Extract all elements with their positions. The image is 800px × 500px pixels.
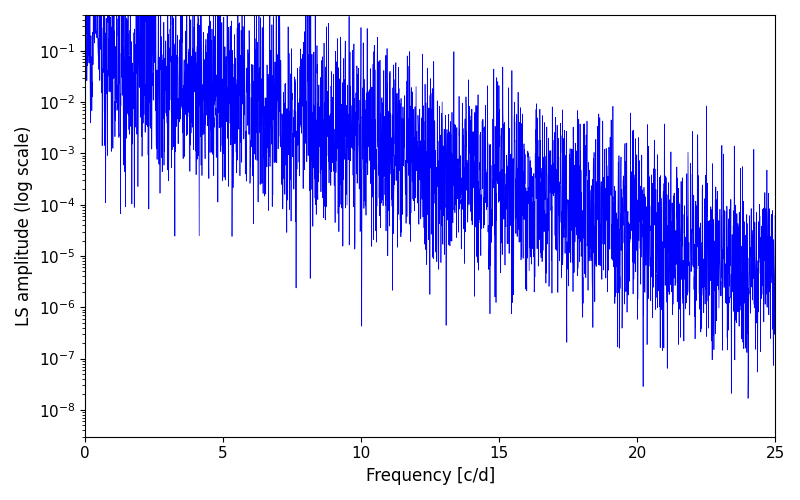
Y-axis label: LS amplitude (log scale): LS amplitude (log scale) — [15, 126, 33, 326]
X-axis label: Frequency [c/d]: Frequency [c/d] — [366, 467, 494, 485]
